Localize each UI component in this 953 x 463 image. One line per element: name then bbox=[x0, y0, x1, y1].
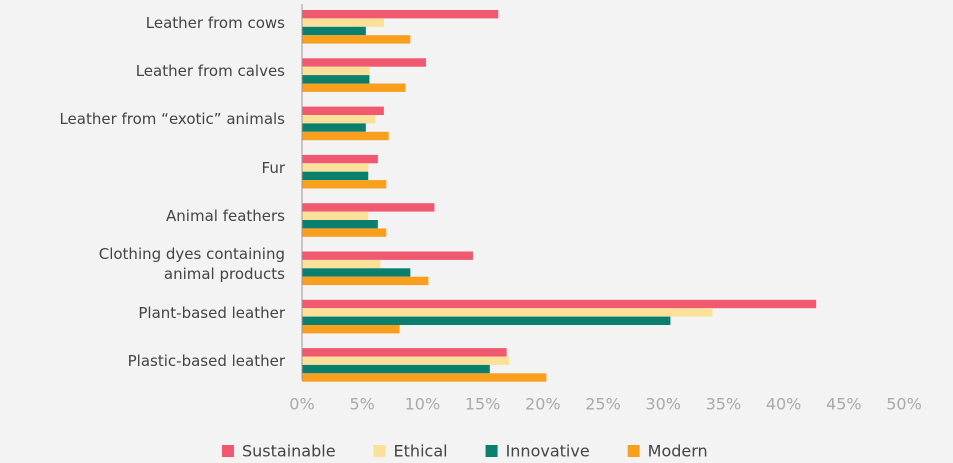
bar bbox=[302, 325, 400, 334]
bar bbox=[302, 154, 378, 164]
bar bbox=[302, 171, 369, 181]
bar bbox=[302, 276, 429, 286]
bar bbox=[302, 58, 427, 67]
x-tick-label: 35% bbox=[706, 395, 742, 414]
x-tick-label: 25% bbox=[585, 395, 621, 414]
bar bbox=[302, 299, 817, 309]
bar bbox=[302, 268, 411, 277]
bar bbox=[302, 123, 366, 132]
legend-label: Modern bbox=[648, 442, 708, 461]
x-tick-label: 10% bbox=[405, 395, 441, 414]
bar bbox=[302, 10, 499, 19]
x-tick-label: 0% bbox=[289, 395, 314, 414]
x-tick-label: 40% bbox=[766, 395, 802, 414]
bar bbox=[302, 35, 411, 44]
bar bbox=[302, 348, 507, 357]
bar bbox=[302, 131, 389, 141]
bar bbox=[302, 220, 378, 229]
bar bbox=[302, 356, 510, 365]
category-label: Plant-based leather bbox=[138, 303, 285, 322]
bar bbox=[302, 75, 370, 84]
bar bbox=[302, 106, 384, 115]
category-label: Leather from cows bbox=[145, 13, 285, 32]
bar bbox=[302, 251, 473, 260]
category-label: Leather from calves bbox=[135, 62, 285, 81]
category-label: Plastic-based leather bbox=[127, 351, 285, 370]
x-tick-label: 5% bbox=[350, 395, 375, 414]
legend-swatch bbox=[485, 445, 498, 457]
x-tick-label: 30% bbox=[645, 395, 681, 414]
bar bbox=[302, 66, 370, 76]
legend-label: Innovative bbox=[506, 442, 590, 461]
legend-label: Sustainable bbox=[242, 442, 336, 461]
bar bbox=[302, 115, 376, 124]
category-label: Leather from “exotic” animals bbox=[59, 110, 285, 129]
bar bbox=[302, 163, 369, 172]
x-tick-label: 45% bbox=[826, 395, 862, 414]
x-tick-label: 50% bbox=[886, 395, 922, 414]
bar bbox=[302, 259, 381, 269]
bar bbox=[302, 316, 671, 325]
bar bbox=[302, 26, 366, 36]
x-tick-label: 15% bbox=[465, 395, 501, 414]
legend-swatch bbox=[222, 445, 234, 457]
legend-label: Ethical bbox=[394, 442, 448, 461]
bar bbox=[302, 228, 387, 237]
legend-swatch bbox=[627, 445, 640, 457]
bar bbox=[302, 180, 387, 189]
bar bbox=[302, 18, 384, 27]
bar bbox=[302, 373, 547, 382]
bar bbox=[302, 83, 406, 92]
category-label: Clothing dyes containing animal products bbox=[98, 245, 285, 284]
legend-swatch bbox=[373, 445, 386, 457]
category-label: Fur bbox=[261, 158, 285, 177]
bar bbox=[302, 211, 369, 220]
bar bbox=[302, 203, 435, 212]
bar bbox=[302, 308, 713, 317]
bar bbox=[302, 364, 490, 374]
category-label: Animal feathers bbox=[166, 207, 285, 225]
x-tick-label: 20% bbox=[525, 395, 561, 414]
